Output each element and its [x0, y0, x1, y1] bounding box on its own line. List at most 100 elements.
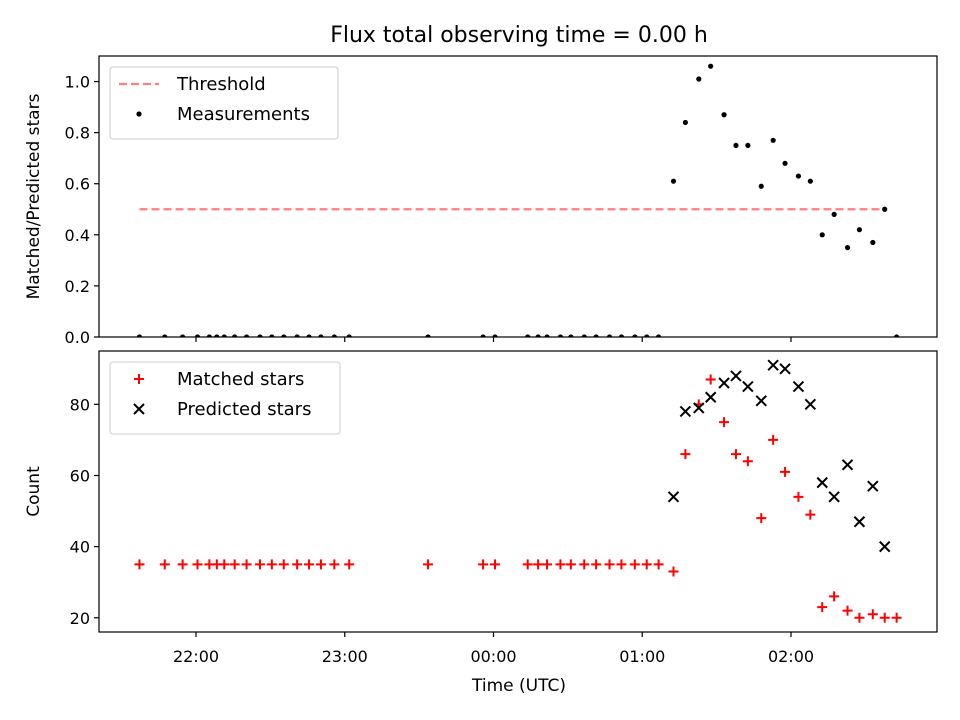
data-point	[568, 334, 574, 337]
data-point	[478, 559, 489, 570]
data-point	[194, 334, 201, 337]
legend-label: Threshold	[176, 74, 266, 95]
data-point	[593, 334, 599, 337]
y-tick-label: 40	[70, 538, 90, 557]
x-tick-label: 02:00	[768, 647, 814, 666]
data-point	[304, 559, 315, 570]
data-point	[882, 206, 888, 212]
data-point	[856, 227, 863, 233]
plot-area	[136, 63, 900, 337]
chart-title: Flux total observing time = 0.00 h	[330, 23, 708, 48]
data-point	[243, 334, 250, 337]
data-point	[604, 559, 615, 570]
data-point	[705, 374, 716, 385]
data-point	[535, 334, 541, 337]
data-point	[557, 334, 564, 337]
x-tick-label: 01:00	[619, 647, 665, 666]
data-point	[281, 334, 287, 337]
data-point	[792, 380, 805, 393]
data-point	[616, 559, 627, 570]
data-point	[679, 405, 692, 418]
y-tick-label: 1.0	[65, 73, 90, 92]
panel-ratio: 0.0 0.2 0.4 0.6 0.8 1.0 Matched/Predicted star…	[24, 55, 938, 347]
data-point	[719, 417, 730, 428]
data-point	[492, 334, 498, 337]
data-point	[853, 516, 866, 528]
data-point	[829, 591, 840, 602]
data-point	[162, 334, 168, 337]
data-point	[241, 559, 252, 570]
y-tick-label: 0.0	[65, 328, 90, 347]
y-tick-label: 0.4	[65, 226, 90, 245]
data-point	[641, 559, 652, 570]
data-point	[891, 612, 902, 623]
data-point	[525, 334, 531, 337]
data-point	[346, 334, 352, 337]
data-point	[831, 211, 837, 217]
data-point	[632, 334, 638, 337]
data-point	[565, 559, 576, 570]
data-point	[879, 612, 890, 623]
data-point	[269, 334, 275, 337]
data-point	[159, 559, 170, 570]
data-point	[278, 559, 289, 570]
data-point	[755, 395, 767, 407]
data-point	[542, 559, 553, 570]
data-point	[315, 559, 326, 570]
data-point	[306, 334, 312, 337]
data-point	[544, 334, 550, 337]
data-point	[756, 513, 767, 524]
data-point	[693, 402, 705, 414]
data-point	[767, 359, 779, 371]
data-point	[206, 334, 212, 337]
data-point	[180, 334, 186, 337]
data-point	[177, 559, 188, 570]
data-point	[828, 491, 840, 503]
data-point	[656, 334, 662, 337]
data-point	[591, 559, 602, 570]
data-point	[606, 334, 613, 337]
data-point	[816, 476, 828, 489]
data-point	[329, 559, 340, 570]
data-point	[870, 239, 876, 246]
data-point	[192, 559, 203, 570]
data-point	[318, 334, 324, 337]
data-point	[742, 380, 754, 393]
panel-count: 20 40 60 80 22:00 23:00 00:00 01:00 02:00 Count Ma…	[24, 350, 938, 666]
data-point	[844, 244, 851, 251]
plot-area	[134, 359, 902, 623]
legend-box	[109, 361, 341, 435]
data-point	[804, 398, 817, 411]
data-point	[682, 119, 688, 126]
x-tick-label: 23:00	[322, 647, 368, 666]
data-point	[292, 559, 303, 570]
data-point	[489, 559, 500, 570]
data-point	[718, 377, 730, 389]
data-point	[219, 559, 230, 570]
data-point	[425, 334, 431, 337]
data-point	[782, 160, 788, 166]
y-tick-label: 0.6	[65, 175, 90, 194]
data-point	[779, 363, 791, 375]
data-point	[819, 232, 825, 238]
data-point	[266, 559, 277, 570]
data-point	[879, 540, 891, 553]
data-point	[842, 605, 853, 616]
legend: Threshold Measurements	[109, 66, 339, 140]
y-tick-label: 20	[70, 609, 90, 628]
data-point	[805, 509, 816, 520]
y-tick-label: 0.2	[65, 277, 90, 296]
data-point	[331, 334, 337, 337]
data-point	[229, 559, 240, 570]
data-point	[232, 334, 238, 337]
data-point	[708, 63, 714, 69]
data-point	[758, 183, 764, 189]
y-axis-label: Count	[24, 466, 44, 517]
data-point	[730, 449, 741, 460]
data-point	[742, 456, 753, 467]
data-point	[795, 173, 802, 179]
data-point	[841, 459, 854, 471]
data-point	[807, 178, 813, 184]
data-point	[667, 491, 680, 503]
data-point	[533, 559, 544, 570]
